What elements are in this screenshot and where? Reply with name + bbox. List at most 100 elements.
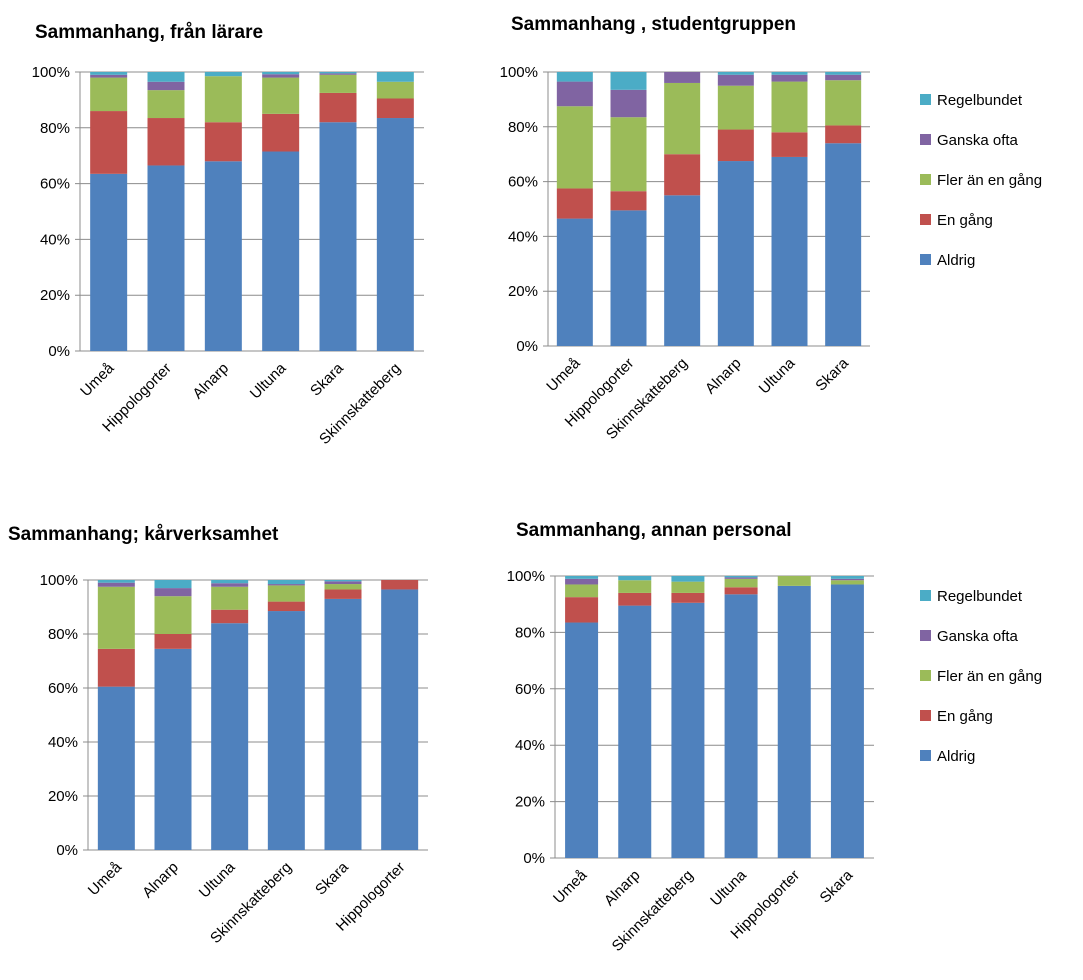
bar-segment-regelbundet-alnarp bbox=[618, 576, 652, 581]
legend-swatch-en-gang bbox=[920, 710, 931, 721]
bar-segment-fler-an-en-gang-umea bbox=[97, 586, 135, 649]
bar-segment-en-gang-hippologorter bbox=[147, 118, 185, 166]
bar-segment-regelbundet-hippologorter bbox=[610, 72, 647, 90]
bar-segment-ganska-ofta-alnarp bbox=[717, 74, 754, 86]
bar-segment-ganska-ofta-skinnskatteberg bbox=[664, 72, 701, 83]
bar-segment-aldrig-skinnskatteberg bbox=[671, 602, 705, 858]
bar-segment-regelbundet-skara bbox=[324, 580, 362, 582]
bar-segment-ganska-ofta-skara bbox=[324, 581, 362, 585]
y-tick-label: 80% bbox=[508, 119, 538, 136]
bar-segment-en-gang-umea bbox=[97, 648, 135, 687]
bar-segment-aldrig-alnarp bbox=[618, 605, 652, 858]
bar-segment-regelbundet-ultuna bbox=[211, 580, 249, 584]
bar-segment-aldrig-skara bbox=[319, 122, 357, 351]
bar-segment-aldrig-hippologorter bbox=[610, 210, 647, 346]
bar-segment-fler-an-en-gang-hippologorter bbox=[147, 90, 185, 119]
x-tick-label: Umeå bbox=[550, 866, 591, 907]
bar-segment-en-gang-skinnskatteberg bbox=[376, 98, 414, 119]
bar-segment-ganska-ofta-skara bbox=[319, 73, 357, 75]
chart-title: Sammanhang; kårverksamhet bbox=[8, 524, 279, 545]
legend-swatch-ganska-ofta bbox=[920, 134, 931, 145]
bar-segment-aldrig-alnarp bbox=[717, 161, 754, 346]
x-tick-label: Umeå bbox=[77, 359, 118, 400]
bar-segment-ganska-ofta-skara bbox=[830, 578, 864, 581]
legend-swatch-en-gang bbox=[920, 214, 931, 225]
y-tick-label: 20% bbox=[40, 287, 70, 304]
chart-3: Sammanhang; kårverksamhet 0% 20% 40% 60% 80% 1… bbox=[8, 524, 428, 947]
legend-label-en-gang: En gång bbox=[937, 212, 993, 229]
bar-segment-aldrig-hippologorter bbox=[777, 585, 811, 858]
bar-segment-aldrig-skara bbox=[830, 584, 864, 858]
y-tick-label: 80% bbox=[48, 626, 78, 643]
bar-segment-ganska-ofta-hippologorter bbox=[610, 89, 647, 118]
x-tick-label: Skara bbox=[812, 354, 852, 394]
legend-swatch-aldrig bbox=[920, 750, 931, 761]
x-tick-label: Ultuna bbox=[247, 359, 290, 402]
x-tick-label: Umeå bbox=[85, 858, 126, 899]
bar-segment-fler-an-en-gang-skinnskatteberg bbox=[267, 585, 305, 602]
y-tick-label: 80% bbox=[40, 120, 70, 137]
bar-segment-aldrig-ultuna bbox=[724, 594, 758, 858]
y-tick-label: 100% bbox=[507, 568, 545, 585]
legend-swatch-fler-an-en-gang bbox=[920, 174, 931, 185]
bar-segment-fler-an-en-gang-skinnskatteberg bbox=[671, 581, 705, 593]
legend-label-aldrig: Aldrig bbox=[937, 748, 975, 765]
bar-segment-regelbundet-ultuna bbox=[771, 72, 808, 75]
bar-segment-aldrig-skinnskatteberg bbox=[267, 611, 305, 850]
bar-segment-regelbundet-hippologorter bbox=[147, 72, 185, 82]
x-tick-label: Ultuna bbox=[196, 858, 239, 901]
bar-segment-regelbundet-umea bbox=[90, 72, 128, 75]
x-tick-label: Skara bbox=[307, 359, 347, 399]
x-tick-label: Alnarp bbox=[702, 355, 745, 398]
y-tick-label: 40% bbox=[508, 228, 538, 245]
bar-segment-en-gang-ultuna bbox=[211, 609, 249, 624]
bar-segment-regelbundet-skara bbox=[830, 576, 864, 579]
bar-segment-aldrig-alnarp bbox=[204, 161, 242, 351]
bar-segment-ganska-ofta-ultuna bbox=[771, 74, 808, 82]
legend-swatch-ganska-ofta bbox=[920, 630, 931, 641]
y-tick-label: 60% bbox=[40, 176, 70, 193]
bar-segment-regelbundet-skinnskatteberg bbox=[376, 72, 414, 82]
bar-segment-fler-an-en-gang-alnarp bbox=[717, 85, 754, 130]
legend-label-fler-an-en-gang: Fler än en gång bbox=[937, 172, 1042, 189]
bar-segment-regelbundet-alnarp bbox=[717, 72, 754, 75]
bar-segment-en-gang-hippologorter bbox=[381, 580, 419, 590]
legend-label-ganska-ofta: Ganska ofta bbox=[937, 132, 1019, 149]
bar-segment-aldrig-umea bbox=[565, 622, 599, 858]
bar-segment-en-gang-ultuna bbox=[724, 587, 758, 595]
bar-segment-fler-an-en-gang-skinnskatteberg bbox=[664, 82, 701, 155]
bar-segment-en-gang-alnarp bbox=[618, 592, 652, 606]
x-tick-label: Alnarp bbox=[189, 360, 232, 403]
y-tick-label: 60% bbox=[48, 680, 78, 697]
bar-segment-en-gang-alnarp bbox=[204, 122, 242, 162]
bar-segment-en-gang-hippologorter bbox=[610, 191, 647, 211]
bar-segment-en-gang-ultuna bbox=[262, 113, 300, 152]
bar-segment-ganska-ofta-skara bbox=[825, 74, 862, 81]
x-tick-label: Ultuna bbox=[756, 354, 799, 397]
legend-label-aldrig: Aldrig bbox=[937, 252, 975, 269]
bar-segment-en-gang-skinnskatteberg bbox=[664, 154, 701, 196]
bar-segment-ganska-ofta-hippologorter bbox=[147, 81, 185, 91]
bar-segment-regelbundet-ultuna bbox=[262, 72, 300, 75]
y-tick-label: 100% bbox=[500, 64, 538, 81]
bar-segment-ganska-ofta-umea bbox=[556, 81, 593, 107]
bar-segment-aldrig-umea bbox=[90, 173, 128, 351]
bar-segment-fler-an-en-gang-skara bbox=[825, 80, 862, 126]
bar-segment-regelbundet-skinnskatteberg bbox=[267, 580, 305, 585]
bar-segment-fler-an-en-gang-umea bbox=[556, 106, 593, 189]
bar-segment-fler-an-en-gang-umea bbox=[90, 77, 128, 112]
bar-segment-aldrig-ultuna bbox=[211, 623, 249, 850]
y-tick-label: 0% bbox=[48, 343, 70, 360]
bar-segment-regelbundet-skinnskatteberg bbox=[671, 576, 705, 582]
bar-segment-en-gang-alnarp bbox=[717, 129, 754, 162]
bar-segment-aldrig-hippologorter bbox=[147, 165, 185, 351]
x-tick-label: Ultuna bbox=[707, 866, 750, 909]
chart-title: Sammanhang, annan personal bbox=[516, 520, 792, 541]
legend-label-regelbundet: Regelbundet bbox=[937, 588, 1023, 605]
chart-1: Sammanhang, från lärare 0% 20% 40% 60% 80% 100… bbox=[32, 22, 424, 448]
bar-segment-aldrig-skara bbox=[825, 143, 862, 346]
bar-segment-fler-an-en-gang-skara bbox=[830, 580, 864, 585]
bar-segment-fler-an-en-gang-alnarp bbox=[154, 596, 192, 634]
legend-swatch-regelbundet bbox=[920, 94, 931, 105]
bar-segment-en-gang-ultuna bbox=[771, 132, 808, 157]
